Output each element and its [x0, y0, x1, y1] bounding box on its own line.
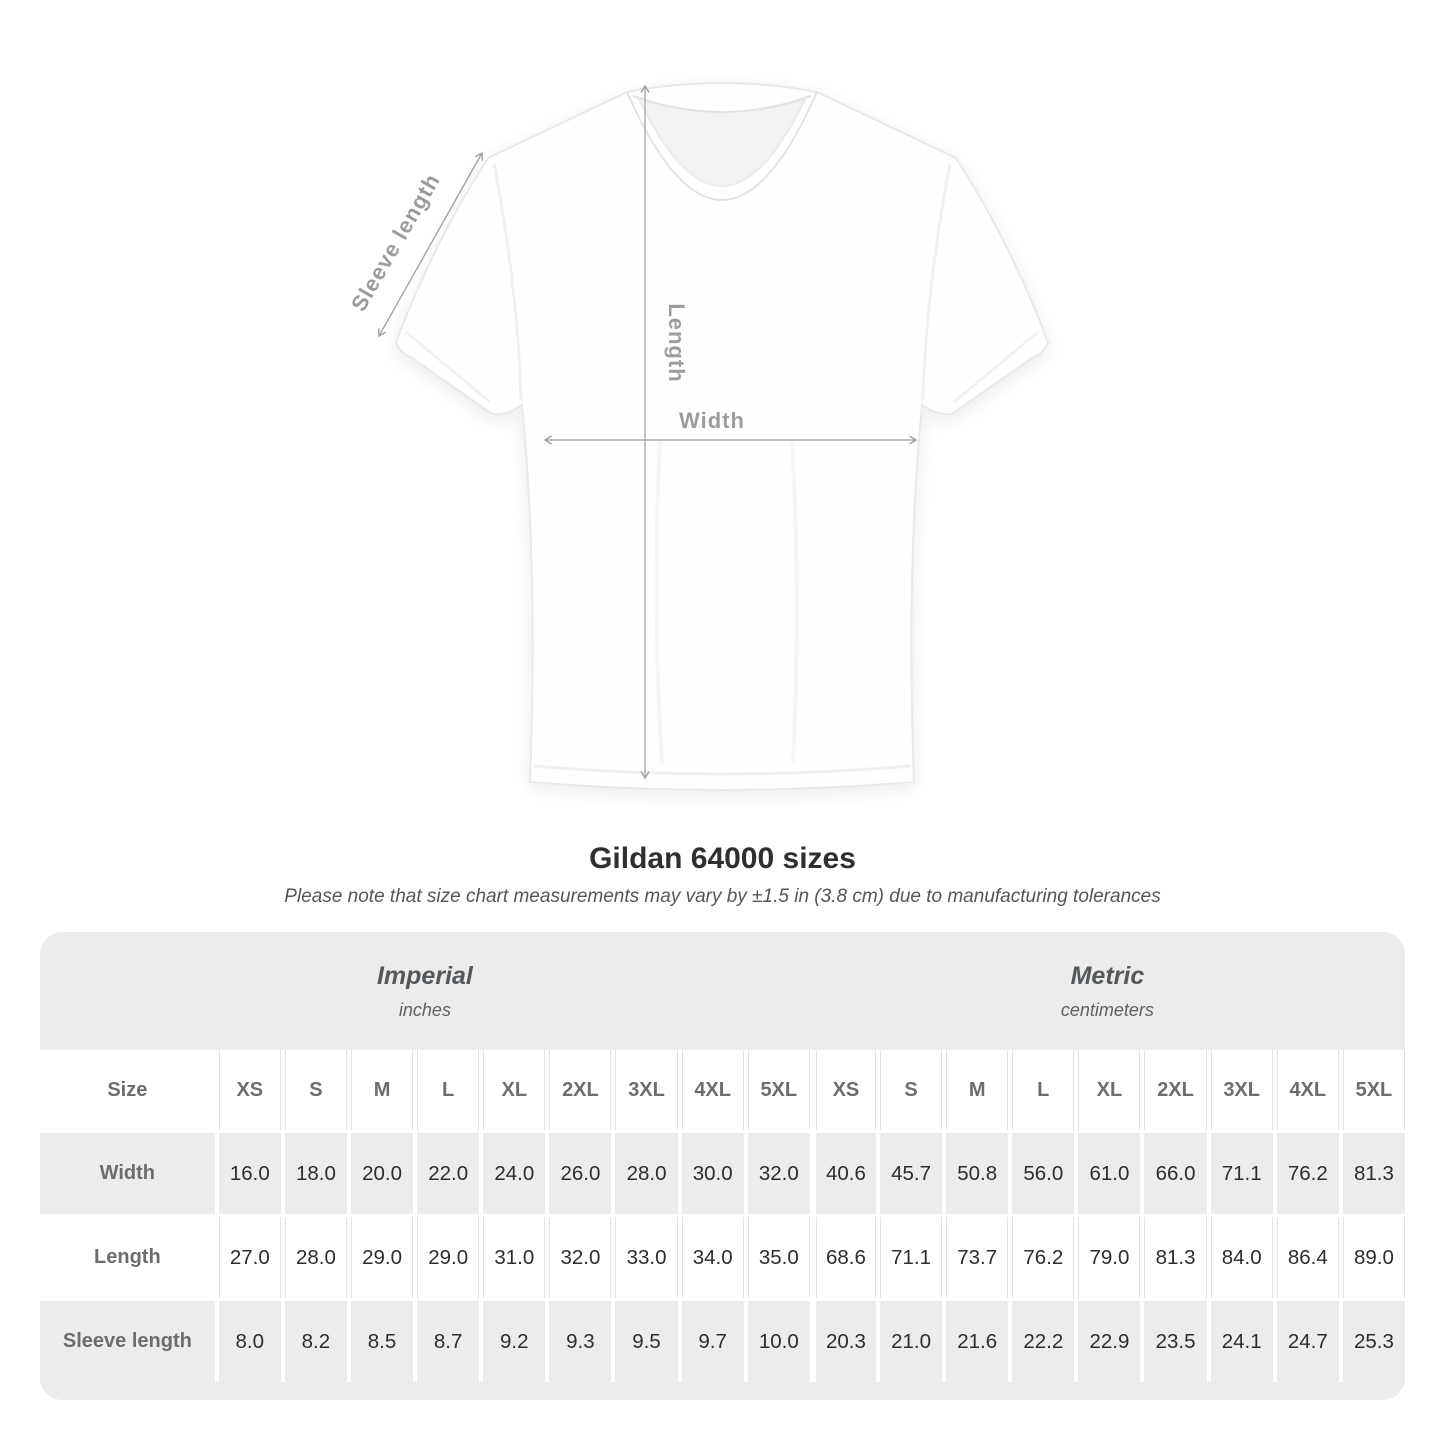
imperial-system-name: Imperial — [376, 961, 473, 990]
value-cell: 8.5 — [346, 1298, 414, 1382]
metric-system-name: Metric — [1070, 961, 1145, 990]
value-cell: 29.0 — [346, 1214, 414, 1298]
size-col-header: 4XL — [1272, 1050, 1339, 1130]
size-col-header: 3XL — [1206, 1050, 1273, 1130]
value-cell: 34.0 — [677, 1214, 744, 1298]
size-col-header: XL — [479, 1050, 546, 1130]
row-label: Width — [40, 1130, 215, 1214]
size-corner-header: Size — [40, 1050, 215, 1130]
value-cell: 18.0 — [280, 1130, 347, 1214]
value-cell: 35.0 — [743, 1214, 810, 1298]
size-col-header: M — [346, 1050, 414, 1130]
size-col-header: 2XL — [1140, 1050, 1207, 1130]
page-title: Gildan 64000 sizes — [589, 842, 856, 875]
imperial-unit-name: inches — [398, 999, 451, 1020]
value-cell: 33.0 — [611, 1214, 678, 1298]
value-cell: 28.0 — [611, 1130, 678, 1214]
value-cell: 76.2 — [1272, 1130, 1339, 1214]
sleeve-length-measure-arrow — [378, 151, 483, 338]
row-label: Length — [40, 1214, 215, 1298]
value-cell: 76.2 — [1008, 1214, 1075, 1298]
value-cell: 22.0 — [413, 1130, 480, 1214]
size-col-header: L — [413, 1050, 480, 1130]
imperial-group-header: Imperial inches — [40, 932, 810, 1050]
value-cell: 84.0 — [1206, 1214, 1273, 1298]
value-cell: 24.0 — [479, 1130, 546, 1214]
value-cell: 26.0 — [545, 1130, 612, 1214]
width-label: Width — [679, 408, 745, 433]
tolerance-note: Please note that size chart measurements… — [284, 886, 1161, 907]
value-cell: 20.3 — [809, 1298, 876, 1382]
value-cell: 40.6 — [809, 1130, 876, 1214]
value-cell: 28.0 — [280, 1214, 347, 1298]
value-cell: 24.1 — [1206, 1298, 1273, 1382]
value-cell: 71.1 — [875, 1214, 943, 1298]
value-cell: 20.0 — [346, 1130, 414, 1214]
metric-unit-name: centimeters — [1060, 999, 1154, 1020]
value-cell: 9.7 — [677, 1298, 744, 1382]
row-label: Sleeve length — [40, 1298, 215, 1382]
value-cell: 24.7 — [1272, 1298, 1339, 1382]
value-cell: 56.0 — [1008, 1130, 1075, 1214]
size-col-header: L — [1008, 1050, 1075, 1130]
width-row: Width 16.0 18.0 20.0 22.0 24.0 26.0 28.0… — [40, 1130, 1405, 1214]
value-cell: 25.3 — [1338, 1298, 1405, 1382]
size-chart-table: Imperial inches Metric centimeters Size … — [40, 932, 1405, 1382]
value-cell: 8.0 — [214, 1298, 281, 1382]
value-cell: 22.2 — [1008, 1298, 1075, 1382]
value-cell: 29.0 — [413, 1214, 480, 1298]
value-cell: 32.0 — [743, 1130, 810, 1214]
value-cell: 73.7 — [942, 1214, 1009, 1298]
value-cell: 86.4 — [1272, 1214, 1339, 1298]
value-cell: 81.3 — [1338, 1130, 1405, 1214]
value-cell: 30.0 — [677, 1130, 744, 1214]
value-cell: 68.6 — [809, 1214, 876, 1298]
value-cell: 89.0 — [1338, 1214, 1405, 1298]
size-col-header: 5XL — [743, 1050, 810, 1130]
size-col-header: XL — [1074, 1050, 1141, 1130]
size-col-header: S — [280, 1050, 347, 1130]
value-cell: 79.0 — [1074, 1214, 1141, 1298]
value-cell: 61.0 — [1074, 1130, 1141, 1214]
value-cell: 16.0 — [214, 1130, 281, 1214]
value-cell: 9.3 — [545, 1298, 612, 1382]
value-cell: 8.2 — [280, 1298, 347, 1382]
value-cell: 22.9 — [1074, 1298, 1141, 1382]
value-cell: 32.0 — [545, 1214, 612, 1298]
value-cell: 8.7 — [413, 1298, 480, 1382]
tshirt-illustration — [394, 82, 1050, 791]
value-cell: 45.7 — [875, 1130, 943, 1214]
size-col-header: XS — [214, 1050, 281, 1130]
unit-groups-row: Imperial inches Metric centimeters — [40, 932, 1405, 1050]
length-label: Length — [664, 303, 689, 382]
value-cell: 71.1 — [1206, 1130, 1273, 1214]
value-cell: 21.0 — [875, 1298, 943, 1382]
size-col-header: 2XL — [545, 1050, 612, 1130]
size-col-header: M — [942, 1050, 1009, 1130]
size-col-header: S — [875, 1050, 943, 1130]
value-cell: 21.6 — [942, 1298, 1009, 1382]
tshirt-measurement-diagram: Sleeve length Length Width — [346, 82, 1050, 791]
value-cell: 50.8 — [942, 1130, 1009, 1214]
value-cell: 9.2 — [479, 1298, 546, 1382]
size-col-header: XS — [809, 1050, 876, 1130]
size-header-row: Size XS S M L XL 2XL 3XL 4XL 5XL XS S M … — [40, 1050, 1405, 1130]
value-cell: 31.0 — [479, 1214, 546, 1298]
sleeve-length-row: Sleeve length 8.0 8.2 8.5 8.7 9.2 9.3 9.… — [40, 1298, 1405, 1382]
value-cell: 9.5 — [611, 1298, 678, 1382]
value-cell: 81.3 — [1140, 1214, 1207, 1298]
value-cell: 27.0 — [214, 1214, 281, 1298]
size-chart-panel: Imperial inches Metric centimeters Size … — [40, 932, 1405, 1400]
length-row: Length 27.0 28.0 29.0 29.0 31.0 32.0 33.… — [40, 1214, 1405, 1298]
metric-group-header: Metric centimeters — [810, 932, 1405, 1050]
size-col-header: 5XL — [1338, 1050, 1405, 1130]
value-cell: 66.0 — [1140, 1130, 1207, 1214]
size-col-header: 3XL — [611, 1050, 678, 1130]
size-col-header: 4XL — [677, 1050, 744, 1130]
value-cell: 10.0 — [743, 1298, 810, 1382]
value-cell: 23.5 — [1140, 1298, 1207, 1382]
tshirt-diagram-svg: Sleeve length Length Width — [346, 82, 1050, 791]
